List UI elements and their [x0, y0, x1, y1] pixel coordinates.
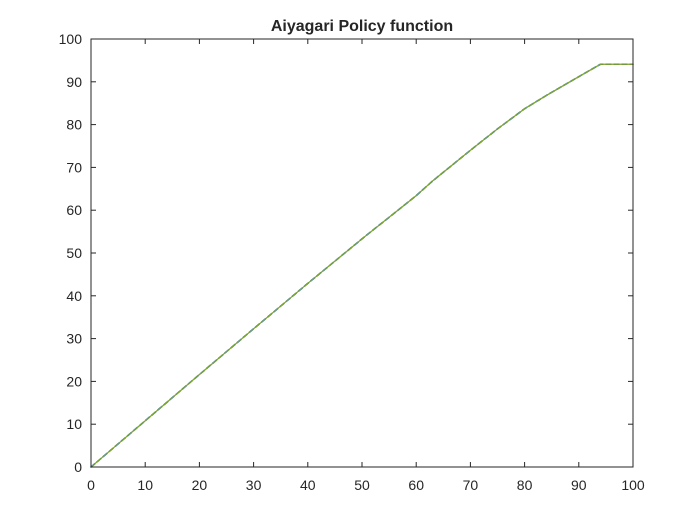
y-tick-label: 0 [74, 459, 82, 475]
series-line-3 [90, 63, 634, 468]
y-tick-label: 20 [66, 373, 82, 389]
y-tick-label: 10 [66, 416, 82, 432]
y-tick-label: 40 [66, 288, 82, 304]
x-tick-label: 50 [354, 477, 370, 493]
y-tick-label: 30 [66, 331, 82, 347]
series-layer [90, 63, 634, 468]
x-tick-label: 20 [192, 477, 208, 493]
chart-title: Aiyagari Policy function [271, 18, 453, 35]
y-tick-label: 60 [66, 202, 82, 218]
x-tick-label: 70 [463, 477, 479, 493]
x-tick-label: 0 [87, 477, 95, 493]
x-tick-label: 40 [300, 477, 316, 493]
x-tick-label: 30 [246, 477, 262, 493]
x-tick-label: 10 [137, 477, 153, 493]
x-tick-label: 60 [408, 477, 424, 493]
y-tick-label: 100 [59, 31, 83, 47]
y-tick-label: 90 [66, 74, 82, 90]
y-tick-label: 50 [66, 245, 82, 261]
x-axis-ticks: 0 10 20 30 40 50 60 70 80 90 100 [87, 39, 645, 493]
y-tick-label: 70 [66, 159, 82, 175]
y-axis-ticks: 0 10 20 30 40 50 60 70 80 90 100 [59, 31, 633, 475]
x-tick-label: 100 [621, 477, 645, 493]
plot-area [91, 39, 633, 467]
y-tick-label: 80 [66, 117, 82, 133]
x-tick-label: 80 [517, 477, 533, 493]
x-tick-label: 90 [571, 477, 587, 493]
